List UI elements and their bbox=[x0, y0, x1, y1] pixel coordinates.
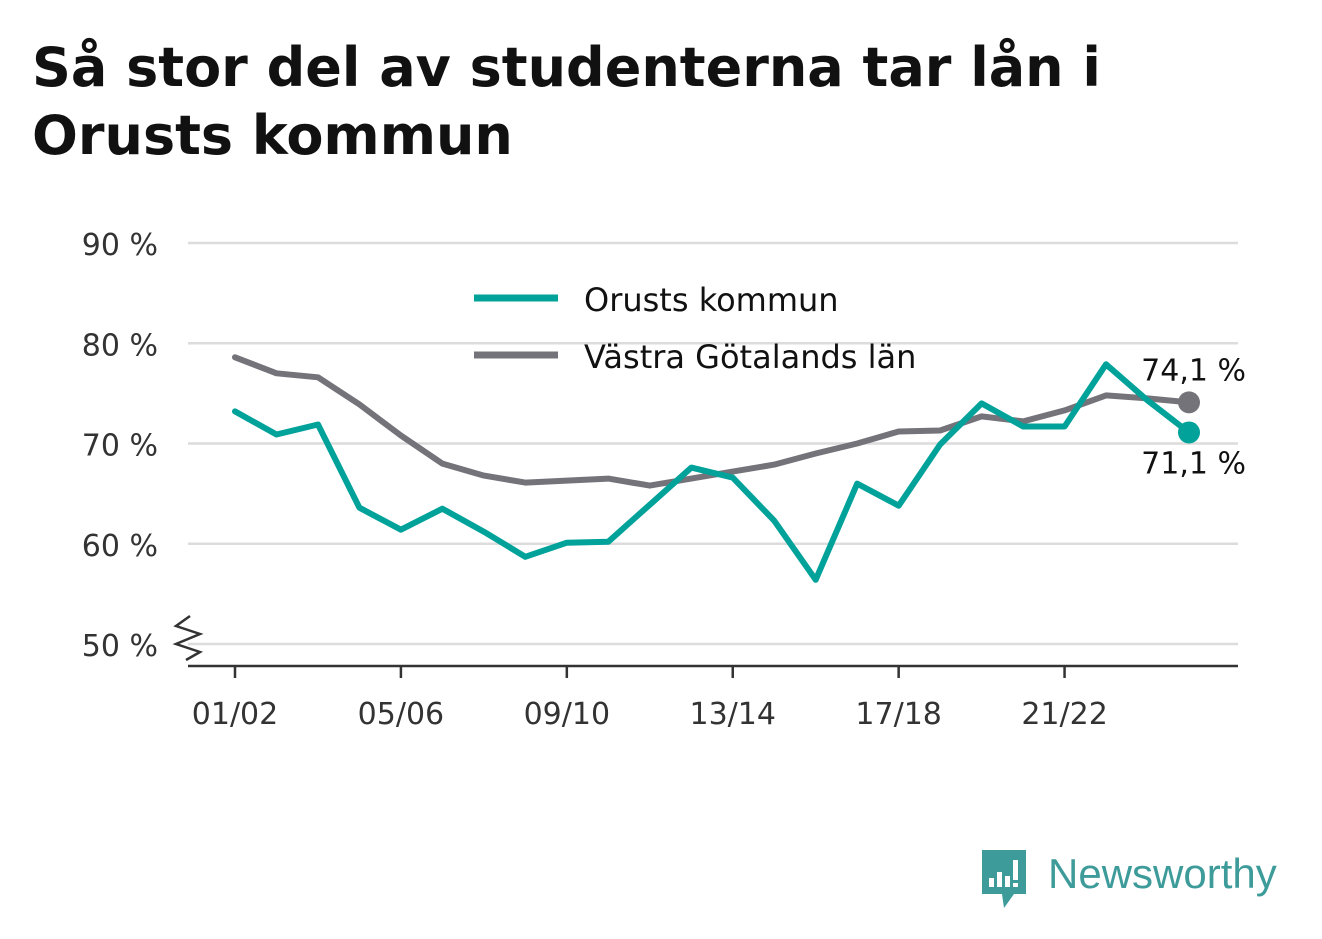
legend-label-vastra-gotaland: Västra Götalands län bbox=[584, 338, 916, 376]
y-tick-label-80: 80 % bbox=[82, 328, 158, 363]
brand-name: Newsworthy bbox=[1048, 850, 1277, 897]
y-axis: 50 % 60 % 70 % 80 % 90 % bbox=[82, 228, 204, 664]
legend-label-orust: Orusts kommun bbox=[584, 281, 839, 319]
chart-title: Så stor del av studenterna tar lån i Oru… bbox=[32, 36, 1101, 167]
series-line-1 bbox=[232, 354, 1192, 489]
grid-lines bbox=[188, 241, 1238, 646]
newsworthy-logo-icon bbox=[982, 850, 1026, 908]
x-tick-label-21/22: 21/22 bbox=[1021, 697, 1107, 732]
x-tick-label-01/02: 01/02 bbox=[192, 697, 278, 732]
y-axis-break-icon bbox=[172, 614, 204, 662]
x-tick-label-05/06: 05/06 bbox=[358, 697, 444, 732]
series-line-0 bbox=[232, 361, 1192, 583]
y-tick-label-70: 70 % bbox=[82, 429, 158, 464]
y-tick-label-50: 50 % bbox=[82, 629, 158, 664]
end-label-orust: 71,1 % bbox=[1141, 446, 1246, 481]
end-label-vastra-gotaland: 74,1 % bbox=[1141, 353, 1246, 388]
legend: Orusts kommun Västra Götalands län bbox=[474, 281, 916, 376]
series-lines bbox=[232, 354, 1200, 583]
y-tick-label-60: 60 % bbox=[82, 529, 158, 564]
x-tick-label-09/10: 09/10 bbox=[524, 697, 610, 732]
x-axis: 01/02 05/06 09/10 13/14 17/18 21/22 bbox=[188, 664, 1238, 732]
y-tick-label-90: 90 % bbox=[82, 228, 158, 263]
x-tick-label-13/14: 13/14 bbox=[690, 697, 776, 732]
series-end-point-0 bbox=[1178, 421, 1200, 444]
end-labels: 74,1 % 71,1 % bbox=[1141, 353, 1246, 481]
x-tick-label-17/18: 17/18 bbox=[855, 697, 941, 732]
series-end-point-1 bbox=[1178, 391, 1200, 414]
